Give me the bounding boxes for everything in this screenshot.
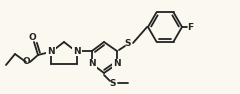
Text: N: N xyxy=(73,47,81,55)
Text: F: F xyxy=(187,22,193,31)
Text: N: N xyxy=(113,60,121,69)
Text: O: O xyxy=(28,33,36,42)
Text: S: S xyxy=(110,78,116,88)
Text: N: N xyxy=(47,47,55,55)
Text: N: N xyxy=(88,60,96,69)
Text: S: S xyxy=(125,39,131,49)
Text: O: O xyxy=(22,58,30,66)
